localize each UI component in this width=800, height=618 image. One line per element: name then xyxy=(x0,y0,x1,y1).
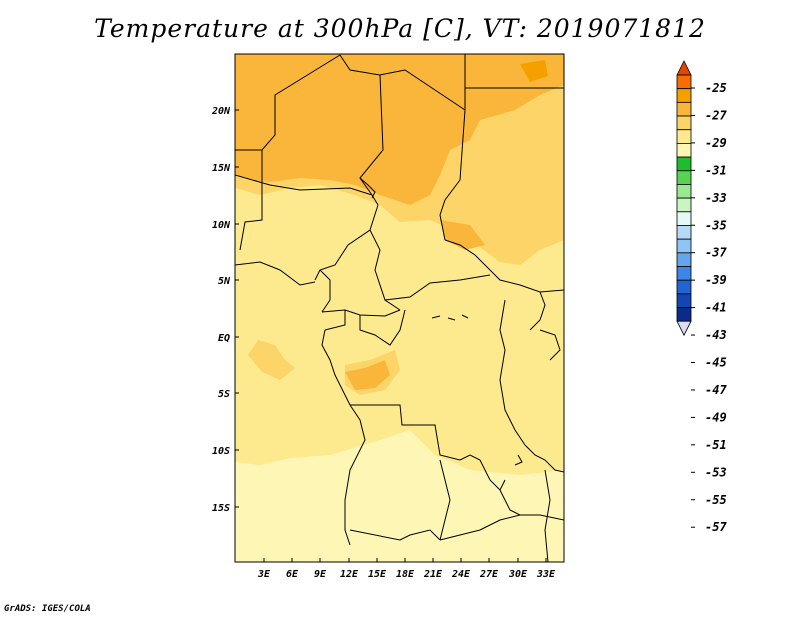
colorbar-swatch xyxy=(676,129,692,144)
colorbar-label: -39 xyxy=(705,273,727,287)
lat-label: 5N xyxy=(218,276,231,287)
temperature-field xyxy=(235,54,564,562)
colorbar-swatch xyxy=(676,142,692,158)
lon-label: 21E xyxy=(423,569,443,580)
lon-label: 9E xyxy=(314,569,327,580)
colorbar-label: -27 xyxy=(705,108,727,122)
lon-label: 33E xyxy=(536,569,556,580)
band-31-29-patch xyxy=(248,340,295,380)
colorbar-swatch xyxy=(676,211,692,226)
colorbar-label: -49 xyxy=(705,410,727,424)
map-title: Temperature at 300hPa [C], VT: 201907181… xyxy=(94,14,706,43)
lon-label: 12E xyxy=(340,569,359,580)
colorbar-label: -33 xyxy=(705,191,727,205)
colorbar: -25 -27 -29 -31 -33 -35 -37 -39 -41 -43 -45 -47 -49 -… xyxy=(676,60,727,534)
colorbar-label: -47 xyxy=(705,383,727,397)
colorbar-swatch xyxy=(676,184,692,199)
colorbar-swatch xyxy=(676,88,692,103)
colorbar-swatch xyxy=(676,225,692,240)
lat-label: 5S xyxy=(218,389,230,400)
lon-label: 30E xyxy=(508,569,528,580)
colorbar-label: -31 xyxy=(705,163,727,177)
colorbar-swatch xyxy=(676,252,692,267)
colorbar-label: -57 xyxy=(705,520,727,534)
lat-label: 10S xyxy=(212,446,230,457)
lon-label: 18E xyxy=(396,569,415,580)
lat-label: 15S xyxy=(212,503,230,514)
colorbar-top-arrow xyxy=(676,60,692,76)
lat-label: 15N xyxy=(212,163,231,174)
colorbar-swatch xyxy=(676,307,692,322)
colorbar-label: -37 xyxy=(705,246,727,260)
grads-credit: GrADS: IGES/COLA xyxy=(4,604,91,614)
colorbar-bottom-arrow xyxy=(676,320,692,337)
colorbar-label: -51 xyxy=(705,438,727,452)
colorbar-label: -25 xyxy=(705,81,727,95)
colorbar-label: -43 xyxy=(705,328,727,342)
lon-label: 15E xyxy=(368,569,387,580)
colorbar-swatch xyxy=(676,197,692,213)
colorbar-label: -35 xyxy=(705,218,727,232)
colorbar-swatch xyxy=(676,238,692,254)
colorbar-swatch xyxy=(676,74,692,90)
colorbar-swatch xyxy=(676,293,692,308)
band-29-27-patch xyxy=(345,360,390,390)
lat-label: EQ xyxy=(218,333,230,344)
colorbar-label: -55 xyxy=(705,493,727,507)
latitude-axis: 20N 15N 10N 5N EQ 5S 10S 15S xyxy=(211,106,239,514)
colorbar-swatch xyxy=(676,279,692,295)
band-27-25-patch xyxy=(520,60,548,82)
lat-label: 10N xyxy=(212,220,231,231)
colorbar-swatch xyxy=(676,156,692,172)
lon-label: 24E xyxy=(451,569,471,580)
colorbar-swatch xyxy=(676,170,692,185)
lat-ticks xyxy=(235,109,239,508)
lat-label: 20N xyxy=(211,106,231,117)
colorbar-swatch xyxy=(676,101,692,117)
colorbar-label: -45 xyxy=(705,356,727,370)
country-borders xyxy=(235,54,564,562)
colorbar-label: -41 xyxy=(705,301,727,315)
lon-label: 3E xyxy=(257,569,271,580)
colorbar-swatch xyxy=(676,115,692,131)
map-frame xyxy=(234,53,565,563)
colorbar-swatch xyxy=(676,266,692,281)
lon-label: 27E xyxy=(479,569,499,580)
band-29-27 xyxy=(235,54,564,205)
longitude-axis: 3E 6E 9E 12E 15E 18E 21E 24E 27E 30E 33E xyxy=(257,558,556,580)
lon-label: 6E xyxy=(286,569,299,580)
colorbar-label: -53 xyxy=(705,465,727,479)
lon-ticks xyxy=(263,558,547,562)
colorbar-label: -29 xyxy=(705,136,727,150)
